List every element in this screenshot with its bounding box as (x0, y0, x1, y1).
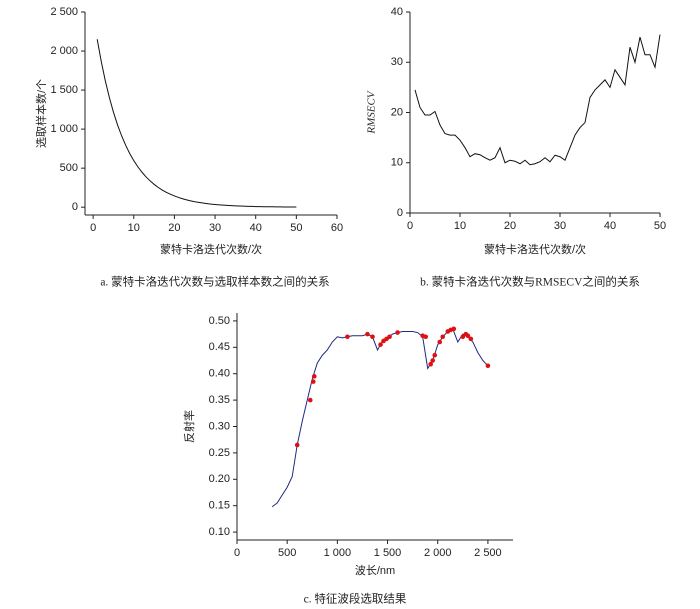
y-tick-label: 0.45 (209, 341, 230, 353)
y-tick-label: 20 (391, 106, 403, 118)
y-axis-label: RMSECV (366, 90, 378, 134)
x-tick-label: 2 500 (474, 547, 502, 559)
selected-point (428, 361, 434, 367)
x-tick-label: 50 (654, 220, 666, 232)
y-axis-label: 反射率 (182, 410, 196, 443)
y-tick-label: 2 500 (50, 6, 78, 18)
selected-point (307, 397, 313, 403)
selected-point (345, 334, 350, 340)
data-line (414, 34, 661, 166)
data-line (271, 328, 489, 508)
caption: a. 蒙特卡洛迭代次数与选取样本数之间的关系 (100, 275, 329, 289)
x-axis-label: 蒙特卡洛迭代次数/次 (484, 242, 586, 256)
selected-point (310, 379, 316, 384)
y-tick-label: 0.35 (209, 394, 230, 406)
x-tick-label: 500 (278, 547, 296, 559)
selected-point (311, 374, 317, 379)
x-tick-label: 2 000 (424, 547, 452, 559)
selected-point (370, 334, 375, 340)
selected-point (465, 333, 471, 339)
y-tick-label: 0.25 (209, 447, 230, 459)
y-tick-label: 0 (397, 207, 403, 219)
selected-point (437, 339, 443, 345)
y-tick-label: 0.50 (209, 315, 230, 327)
selected-point (395, 330, 400, 335)
selected-point (485, 363, 491, 369)
selected-point (387, 334, 392, 340)
caption: b. 蒙特卡洛迭代次数与RMSECV之间的关系 (420, 275, 640, 289)
y-tick-label: 40 (391, 6, 403, 18)
x-tick-label: 50 (290, 222, 302, 234)
x-tick-label: 20 (504, 220, 516, 232)
y-tick-label: 1 500 (50, 84, 78, 96)
caption: c. 特征波段选取结果 (304, 592, 407, 606)
selected-point (430, 358, 436, 363)
y-tick-label: 30 (391, 56, 403, 68)
y-tick-label: 2 000 (50, 45, 78, 57)
x-tick-label: 10 (128, 222, 140, 234)
selected-point (378, 342, 383, 347)
y-tick-label: 0 (72, 201, 78, 213)
selected-point (423, 334, 428, 340)
x-tick-label: 1 500 (374, 547, 402, 559)
x-tick-label: 40 (250, 222, 262, 234)
y-tick-label: 0.40 (209, 368, 230, 380)
selected-point (468, 336, 474, 342)
y-tick-label: 10 (391, 157, 403, 169)
x-tick-label: 0 (407, 220, 413, 232)
x-tick-label: 60 (331, 222, 343, 234)
x-tick-label: 20 (168, 222, 180, 234)
y-tick-label: 0.30 (209, 420, 230, 432)
x-axis-label: 蒙特卡洛迭代次数/次 (160, 242, 262, 256)
x-tick-label: 30 (554, 220, 566, 232)
y-tick-label: 500 (60, 162, 78, 174)
x-tick-label: 40 (604, 220, 616, 232)
x-axis-label: 波长/nm (355, 564, 395, 577)
x-tick-label: 1 000 (324, 547, 352, 559)
x-tick-label: 0 (90, 222, 96, 234)
selected-point (451, 326, 457, 332)
selected-point (294, 442, 300, 448)
y-tick-label: 0.10 (209, 526, 230, 538)
y-tick-label: 0.15 (209, 500, 230, 512)
selected-point (440, 334, 446, 340)
y-tick-label: 0.20 (209, 473, 230, 485)
y-axis-label: 选取样本数/个 (34, 79, 48, 148)
selected-point (432, 352, 438, 358)
x-tick-label: 0 (234, 547, 240, 559)
data-line (96, 39, 297, 208)
x-tick-label: 10 (454, 220, 466, 232)
x-tick-label: 30 (209, 222, 221, 234)
selected-point (460, 334, 466, 340)
y-tick-label: 1 000 (50, 123, 78, 135)
selected-point (365, 331, 370, 337)
